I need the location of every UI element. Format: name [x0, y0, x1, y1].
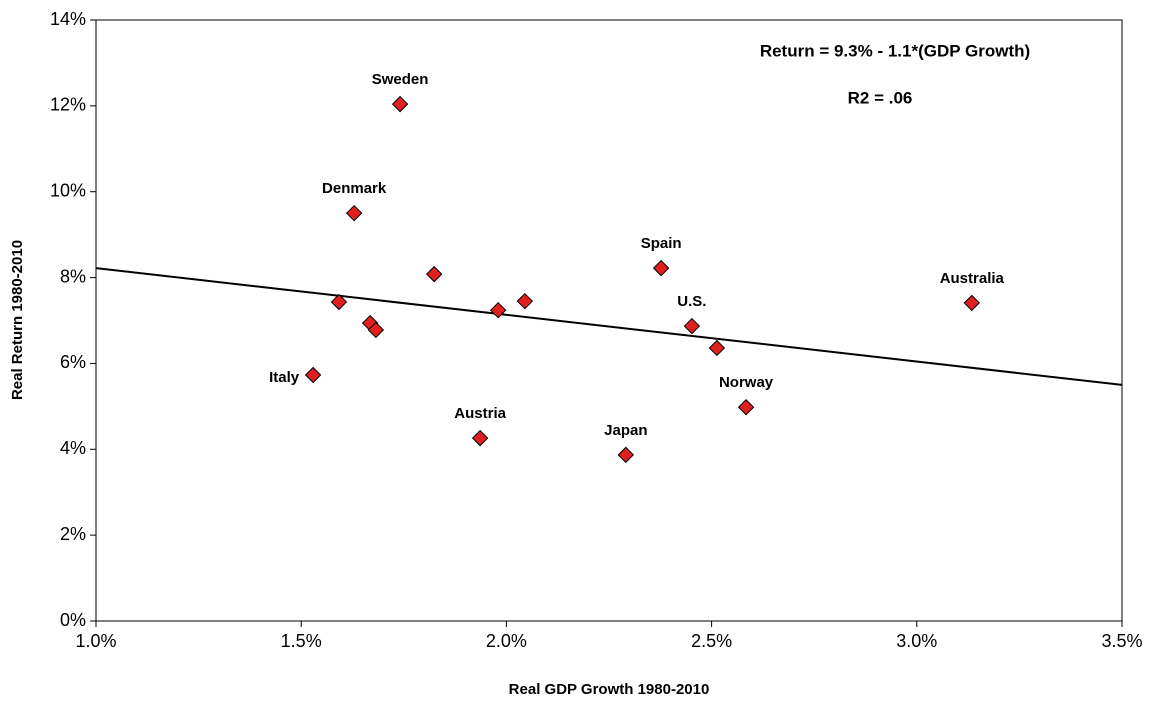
point	[683, 317, 701, 335]
point	[345, 204, 363, 222]
point	[963, 294, 981, 312]
point	[516, 292, 534, 310]
equation: Return = 9.3% - 1.1*(GDP Growth)	[760, 41, 1030, 60]
point-label: Spain	[641, 235, 682, 252]
point-label: Sweden	[372, 71, 429, 88]
point-label: Norway	[719, 374, 774, 391]
point	[471, 429, 489, 447]
x-tick-label: 3.5%	[1101, 631, 1142, 651]
point	[489, 301, 507, 319]
plot-frame	[95, 19, 1123, 622]
x-tick-label: 1.0%	[75, 631, 116, 651]
point	[652, 259, 670, 277]
point	[708, 339, 726, 357]
y-tick-label: 4%	[60, 438, 86, 458]
y-tick-label: 8%	[60, 266, 86, 286]
point	[330, 293, 348, 311]
y-tick-label: 14%	[50, 9, 86, 29]
x-tick-label: 3.0%	[896, 631, 937, 651]
point	[304, 366, 322, 384]
point-label: Japan	[604, 422, 647, 439]
point	[367, 321, 385, 339]
x-tick-label: 1.5%	[281, 631, 322, 651]
x-tick-label: 2.5%	[691, 631, 732, 651]
point-label: Austria	[454, 405, 506, 422]
y-tick-label: 10%	[50, 180, 86, 200]
y-tick-label: 2%	[60, 524, 86, 544]
point-label: Australia	[940, 270, 1005, 287]
point	[737, 399, 755, 416]
point	[425, 265, 443, 283]
x-tick-label: 2.0%	[486, 631, 527, 651]
y-tick-label: 0%	[60, 610, 86, 630]
x-axis-title: Real GDP Growth 1980-2010	[509, 681, 710, 698]
point-label: Italy	[269, 369, 300, 386]
point	[391, 95, 409, 113]
point-label: U.S.	[677, 293, 706, 310]
r-squared: R2 = .06	[848, 88, 913, 107]
y-axis-title: Real Return 1980-2010	[9, 240, 26, 400]
y-tick-label: 6%	[60, 352, 86, 372]
trend-line	[95, 267, 1123, 386]
point-label: Denmark	[322, 180, 387, 197]
point	[617, 446, 635, 464]
y-tick-label: 12%	[50, 95, 86, 115]
